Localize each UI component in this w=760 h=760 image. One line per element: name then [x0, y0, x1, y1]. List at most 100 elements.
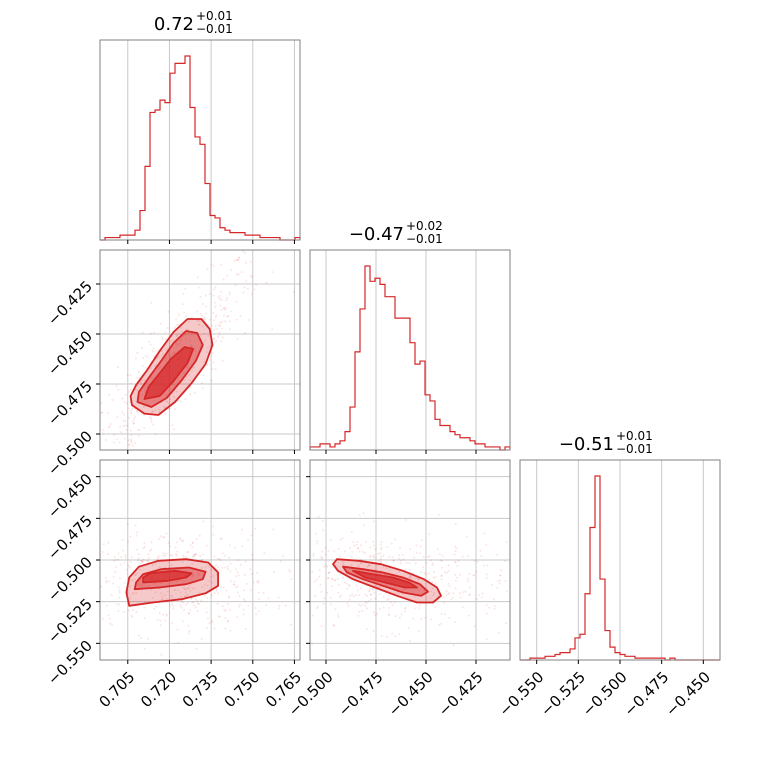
sample-point — [314, 594, 317, 597]
sample-point — [118, 596, 121, 599]
sample-point — [119, 577, 122, 580]
sample-point — [220, 290, 223, 293]
sample-point — [229, 570, 232, 573]
sample-point — [204, 566, 207, 569]
sample-point — [440, 578, 443, 581]
sample-point — [107, 541, 110, 544]
sample-point — [236, 585, 239, 588]
sample-point — [424, 573, 427, 576]
sample-point — [140, 585, 143, 588]
sample-point — [243, 286, 246, 289]
sample-point — [205, 350, 208, 353]
sample-point — [358, 603, 361, 606]
sample-point — [444, 613, 447, 616]
sample-point — [358, 550, 361, 553]
x-tick-label: −0.525 — [537, 668, 589, 720]
sample-point — [193, 346, 196, 349]
sample-point — [496, 553, 499, 556]
sample-point — [382, 595, 385, 598]
sample-point — [243, 598, 246, 601]
sample-point — [191, 555, 194, 558]
sample-point — [238, 594, 241, 597]
sample-point — [225, 274, 228, 277]
sample-point — [105, 579, 108, 582]
sample-point — [320, 555, 323, 558]
sample-point — [137, 582, 140, 585]
sample-point — [450, 598, 453, 601]
sample-point — [437, 513, 440, 516]
sample-point — [212, 574, 215, 577]
sample-point — [176, 588, 179, 591]
sample-point — [124, 393, 127, 396]
x-tick-label: −0.450 — [662, 668, 714, 720]
sample-point — [441, 574, 444, 577]
sample-point — [332, 623, 335, 626]
sample-point — [128, 597, 131, 600]
sample-point — [415, 577, 418, 580]
x-tick-label: −0.475 — [620, 668, 672, 720]
sample-point — [179, 591, 182, 594]
sample-point — [199, 312, 202, 315]
title-value: −0.47 — [349, 224, 404, 245]
sample-point — [185, 375, 188, 378]
y-tick-label: −0.425 — [44, 277, 96, 329]
sample-point — [191, 546, 194, 549]
sample-point — [179, 338, 182, 341]
sample-point — [327, 571, 330, 574]
sample-point — [188, 373, 191, 376]
sample-point — [419, 552, 422, 555]
sample-point — [183, 378, 186, 381]
sample-point — [480, 555, 483, 558]
sample-point — [123, 413, 126, 416]
sample-point — [368, 586, 371, 589]
sample-point — [468, 593, 471, 596]
sample-point — [187, 624, 190, 627]
sample-point — [193, 587, 196, 590]
sample-point — [227, 596, 230, 599]
sample-point — [177, 323, 180, 326]
sample-point — [394, 538, 397, 541]
sample-point — [357, 547, 360, 550]
sample-point — [181, 540, 184, 543]
sample-point — [336, 613, 339, 616]
sample-point — [440, 566, 443, 569]
sample-point — [133, 418, 136, 421]
sample-point — [164, 348, 167, 351]
sample-point — [417, 589, 420, 592]
sample-point — [215, 588, 218, 591]
sample-point — [213, 288, 216, 291]
sample-point — [191, 345, 194, 348]
sample-point — [412, 617, 415, 620]
sample-point — [137, 557, 140, 560]
sample-point — [176, 550, 179, 553]
sample-point — [127, 390, 130, 393]
panel-2-0 — [99, 460, 300, 660]
sample-point — [164, 555, 167, 558]
sample-point — [184, 398, 187, 401]
sample-point — [121, 397, 124, 400]
sample-point — [202, 316, 205, 319]
sample-point — [366, 565, 369, 568]
sample-point — [195, 538, 198, 541]
sample-point — [373, 583, 376, 586]
sample-point — [190, 333, 193, 336]
sample-point — [218, 331, 221, 334]
sample-point — [123, 561, 126, 564]
sample-point — [379, 543, 382, 546]
sample-point — [138, 583, 141, 586]
sample-point — [159, 365, 162, 368]
sample-point — [151, 597, 154, 600]
sample-point — [339, 555, 342, 558]
sample-point — [216, 336, 219, 339]
sample-point — [225, 589, 228, 592]
sample-point — [357, 614, 360, 617]
sample-point — [408, 574, 411, 577]
sample-point — [193, 604, 196, 607]
sample-point — [220, 298, 223, 301]
sample-point — [391, 604, 394, 607]
sample-point — [193, 554, 196, 557]
sample-point — [365, 627, 368, 630]
sample-point — [214, 368, 217, 371]
sample-point — [170, 563, 173, 566]
sample-point — [190, 597, 193, 600]
